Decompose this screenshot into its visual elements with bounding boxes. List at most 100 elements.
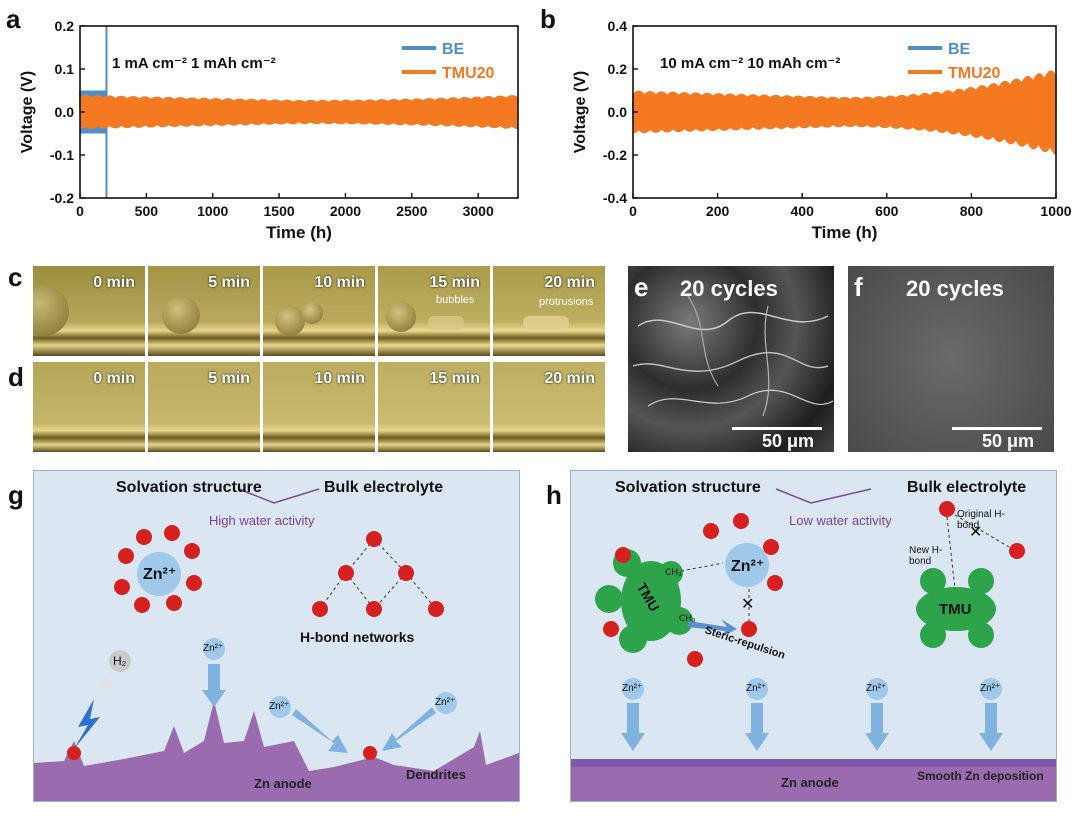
bubble <box>275 306 305 336</box>
y-axis-label: Voltage (V) <box>572 71 589 153</box>
bubble <box>162 296 200 334</box>
panel-label-c: c <box>8 262 23 292</box>
frame-d-4: 20 min <box>493 362 605 452</box>
panel-g: Solvation structure Bulk electrolyte Hig… <box>33 470 520 802</box>
x-tick-label: 600 <box>875 203 899 219</box>
h-zn-small-3: Zn²⁺ <box>866 683 887 694</box>
bubble <box>301 302 323 324</box>
x-tick-label: 0 <box>629 203 637 219</box>
frame-d-3-caption: 15 min <box>429 370 480 387</box>
protrusion <box>523 316 569 330</box>
g-solvation-title: Solvation structure <box>116 479 262 496</box>
lightning-icon <box>74 699 100 749</box>
water-molecule <box>363 746 377 760</box>
g-zn-small-1: Zn²⁺ <box>203 643 224 654</box>
zn-anode-g <box>34 701 519 801</box>
water-ring-g <box>114 525 202 613</box>
hbond-network-g <box>312 531 444 617</box>
h-activity: Low water activity <box>789 513 892 528</box>
sem-f-label: 20 cycles <box>906 276 1004 301</box>
chart-b: 0.4 0.2 0.0 -0.2 -0.40 200 400 600 800 1000 Time (… <box>572 18 1072 242</box>
g-zn-center: Zn²⁺ <box>143 566 177 583</box>
scale-bar-e <box>732 427 822 430</box>
panel-label-h: h <box>546 480 562 510</box>
y-tick-label: -0.4 <box>603 190 627 206</box>
g-hbond: H-bond networks <box>300 629 415 645</box>
x-tick-label: 400 <box>791 203 815 219</box>
h-solvation-title: Solvation structure <box>615 479 761 496</box>
arrow-diag <box>382 707 436 751</box>
panel-h: ✕ ✕ Solvation structure Bulk electrolyte… <box>570 470 1057 802</box>
y-tick-label: 0.0 <box>608 104 628 120</box>
legend-label: BE <box>442 41 465 58</box>
x-tick-label: 200 <box>706 203 730 219</box>
legend-label: TMU20 <box>442 65 495 82</box>
y-tick-label: 0.1 <box>55 61 75 77</box>
h2-bubble <box>109 650 131 672</box>
frame-c-3-caption: 15 min <box>429 274 480 291</box>
x-tick-label: 1500 <box>264 203 295 219</box>
bracket-h <box>775 488 872 504</box>
frame-c-1-caption: 5 min <box>208 274 250 291</box>
h-ch3-2: CH₃ <box>679 613 696 623</box>
sem-image-f: f 20 cycles 50 μm <box>848 266 1054 452</box>
frame-d-1: 5 min <box>148 362 260 452</box>
frame-c-3: 15 min bubbles <box>378 266 490 356</box>
panel-label-f: f <box>854 272 863 302</box>
series-tmu20 <box>632 70 1057 155</box>
g-anode: Zn anode <box>254 776 312 791</box>
sem-texture-e <box>632 295 834 417</box>
h-zn-small-4: Zn²⁺ <box>980 683 1001 694</box>
zn-ion-center-h <box>725 543 769 587</box>
zn-ion-small <box>269 696 291 718</box>
h-bulk-title: Bulk electrolyte <box>907 479 1027 496</box>
frame-c-0: 0 min <box>33 266 145 356</box>
frame-d-0-caption: 0 min <box>93 370 135 387</box>
frame-d-4-caption: 20 min <box>544 370 595 387</box>
steric-arrow <box>687 619 737 637</box>
sem-image-e: e 20 cycles 50 μm <box>628 266 834 452</box>
panel-h-drawing: ✕ ✕ <box>571 488 1056 801</box>
bracket-g <box>238 488 320 504</box>
g-bulk-title: Bulk electrolyte <box>324 479 444 496</box>
series-tmu20 <box>79 94 519 130</box>
zn-ion-small <box>435 692 457 714</box>
arrow-diag <box>292 709 348 753</box>
h-zn-small-2: Zn²⁺ <box>746 683 767 694</box>
g-activity: High water activity <box>209 513 315 528</box>
y-tick-label: 0.4 <box>608 18 628 34</box>
panel-label-d: d <box>8 362 24 392</box>
water-molecule <box>939 501 955 517</box>
x-tick-label: 1000 <box>1040 203 1071 219</box>
y-tick-label: 0.2 <box>608 61 628 77</box>
x-tick-label: 2500 <box>396 203 427 219</box>
sem-e-label: 20 cycles <box>680 276 778 301</box>
y-tick-label: -0.2 <box>50 190 74 206</box>
panel-label-a: a <box>6 4 21 34</box>
new-hbond-line <box>946 516 956 590</box>
frame-c-4-caption: 20 min <box>544 274 595 291</box>
coord-bond <box>680 562 724 572</box>
frame-d-3: 15 min <box>378 362 490 452</box>
water-ring-h <box>603 513 783 667</box>
h-anode: Zn anode <box>781 775 839 790</box>
scale-bar-f <box>952 427 1042 430</box>
panel-label-e: e <box>634 272 649 302</box>
water-molecule <box>1009 543 1025 559</box>
x-tick-label: 800 <box>960 203 984 219</box>
frame-c-1: 5 min <box>148 266 260 356</box>
y-tick-label: 0.0 <box>55 104 75 120</box>
x-axis-label: Time (h) <box>266 223 332 242</box>
tmu-molecule-left <box>595 549 693 653</box>
scale-label-f: 50 μm <box>981 431 1034 451</box>
g-dendrites: Dendrites <box>406 767 466 782</box>
x-axis-label: Time (h) <box>812 223 878 242</box>
protrusion <box>428 316 464 330</box>
h-zn-small-1: Zn²⁺ <box>622 683 643 694</box>
original-hbond-line <box>954 514 1010 548</box>
bubble <box>33 286 69 336</box>
tmu-molecule-right <box>916 568 996 648</box>
frame-d-0: 0 min <box>33 362 145 452</box>
zn-ion-center-g <box>137 552 181 596</box>
x-tick-label: 1000 <box>197 203 228 219</box>
